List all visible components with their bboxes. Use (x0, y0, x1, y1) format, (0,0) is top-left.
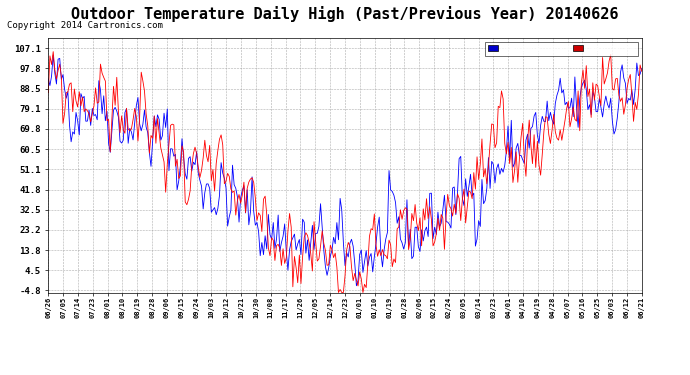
Legend: Previous  (°F), Past  (°F): Previous (°F), Past (°F) (485, 42, 638, 56)
Previous  (°F) (613, 116, 622, 120)
Past  (°F) (638, 69, 646, 74)
Past  (°F) (171, 164, 179, 168)
Past  (°F) (613, 76, 622, 81)
Previous  (°F) (49, 53, 57, 57)
Previous  (°F) (286, 248, 294, 252)
Previous  (°F) (44, 76, 52, 81)
Previous  (°F) (209, 208, 217, 212)
Past  (°F) (282, 255, 290, 260)
Past  (°F) (556, 128, 564, 132)
Previous  (°F) (556, 76, 564, 81)
Previous  (°F) (282, 249, 290, 254)
Past  (°F) (49, 50, 57, 54)
Previous  (°F) (638, 66, 646, 70)
Previous  (°F) (353, 284, 361, 288)
Previous  (°F) (171, 152, 179, 157)
Line: Previous  (°F): Previous (°F) (48, 55, 642, 286)
Past  (°F) (335, 290, 343, 295)
Past  (°F) (286, 211, 294, 216)
Past  (°F) (44, 90, 52, 95)
Text: Outdoor Temperature Daily High (Past/Previous Year) 20140626: Outdoor Temperature Daily High (Past/Pre… (71, 6, 619, 22)
Text: Copyright 2014 Cartronics.com: Copyright 2014 Cartronics.com (7, 21, 163, 30)
Line: Past  (°F): Past (°F) (48, 52, 642, 292)
Past  (°F) (209, 167, 217, 172)
